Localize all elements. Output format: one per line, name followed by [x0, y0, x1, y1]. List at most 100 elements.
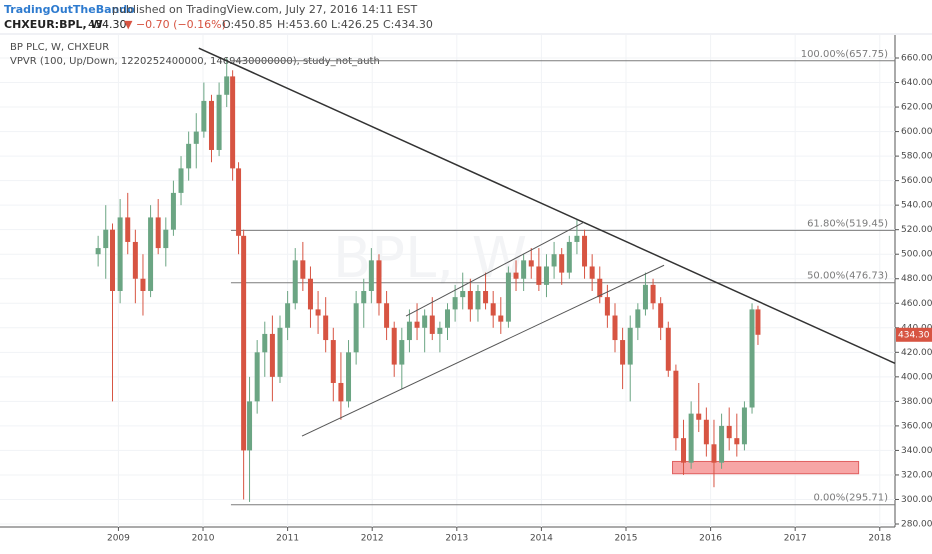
candle-body — [391, 327, 397, 365]
candle-body — [658, 303, 664, 328]
candle-body — [95, 248, 101, 255]
trendline — [301, 264, 665, 437]
y-tick-label: 540.00 — [901, 201, 932, 211]
candle-body — [241, 235, 247, 451]
published: published on TradingView.com, July 27, 2… — [112, 3, 418, 16]
candle-body — [178, 168, 184, 193]
candle-body — [513, 272, 519, 279]
trendline — [405, 221, 584, 317]
candle-body — [361, 291, 367, 304]
last-price-label: 434.30 — [898, 330, 930, 340]
candle-body — [269, 333, 275, 377]
high: H:453.60 — [277, 18, 327, 31]
candle-body — [376, 260, 382, 304]
candle-body — [741, 407, 747, 445]
x-tick-label: 2018 — [868, 534, 891, 544]
candle-body — [406, 321, 412, 341]
candle-body — [620, 340, 626, 365]
candle-body — [201, 100, 207, 132]
candle-body — [566, 241, 572, 273]
close: C:434.30 — [383, 18, 433, 31]
candle-body — [216, 94, 222, 150]
y-tick-label: 560.00 — [901, 176, 932, 186]
candle-body — [612, 315, 618, 341]
candle-body — [755, 309, 761, 335]
candle-body — [703, 419, 709, 445]
candle-body — [536, 266, 542, 285]
y-tick-label: 400.00 — [901, 372, 932, 382]
candle-body — [254, 352, 260, 402]
candle-body — [330, 340, 336, 383]
trendline — [198, 47, 896, 365]
chart-title: BP PLC, W, CHXEUR — [10, 42, 109, 53]
candle-body — [521, 260, 527, 279]
candle-body — [117, 217, 123, 291]
x-tick-label: 2009 — [107, 534, 130, 544]
candle-body — [673, 370, 679, 439]
candle-body — [103, 229, 109, 249]
candle-body — [437, 327, 443, 334]
y-tick-label: 360.00 — [901, 421, 932, 431]
candle-body — [307, 278, 313, 310]
candle-body — [696, 413, 702, 420]
candle-body — [155, 217, 161, 249]
candle-body — [460, 291, 466, 298]
y-tick-label: 460.00 — [901, 299, 932, 309]
candle-body — [193, 131, 199, 144]
candle-body — [353, 303, 359, 353]
y-tick-label: 500.00 — [901, 250, 932, 260]
candle-body — [726, 425, 732, 439]
y-tick-label: 600.00 — [901, 127, 932, 137]
watermark: BPL, W — [333, 226, 527, 291]
candle-body — [467, 291, 473, 310]
candle-body — [582, 235, 588, 267]
candle-body — [285, 303, 291, 328]
fib-label: 0.00%(295.71) — [813, 493, 888, 504]
y-tick-label: 300.00 — [901, 495, 932, 505]
candle-body — [170, 192, 176, 230]
candle-body — [528, 260, 534, 267]
candle-body — [132, 241, 138, 279]
change: ▼ −0.70 (−0.16%) — [124, 18, 226, 31]
y-tick-label: 380.00 — [901, 397, 932, 407]
candle-body — [543, 266, 549, 285]
candle-body — [749, 309, 755, 408]
x-tick-label: 2017 — [784, 534, 807, 544]
candle-body — [414, 321, 420, 328]
y-tick-label: 660.00 — [901, 54, 932, 64]
candle-body — [490, 303, 496, 316]
y-tick-label: 320.00 — [901, 470, 932, 480]
candle-body — [300, 260, 306, 279]
y-tick-label: 280.00 — [901, 520, 932, 530]
candle-body — [224, 76, 230, 95]
candle-body — [734, 438, 740, 445]
open: O:450.85 — [222, 18, 273, 31]
y-tick-label: 420.00 — [901, 348, 932, 358]
fib-label: 50.00%(476.73) — [807, 271, 888, 282]
candle-body — [650, 284, 656, 304]
y-tick-label: 620.00 — [901, 103, 932, 113]
x-tick-label: 2011 — [276, 534, 299, 544]
candle-body — [604, 297, 610, 316]
candle-body — [688, 413, 694, 463]
candle-body — [292, 260, 298, 304]
candle-body — [642, 284, 648, 310]
candle-body — [323, 315, 329, 341]
author[interactable]: TradingOutTheBando — [4, 3, 135, 16]
candle-body — [635, 309, 641, 328]
price: 434.30 — [88, 18, 127, 31]
candle-body — [277, 327, 283, 377]
candle-body — [346, 352, 352, 402]
candle-body — [262, 333, 268, 353]
candle-body — [589, 266, 595, 279]
candle-body — [186, 143, 192, 169]
low: L:426.25 — [331, 18, 379, 31]
candle-body — [452, 297, 458, 310]
candle-body — [399, 340, 405, 365]
y-tick-label: 640.00 — [901, 78, 932, 88]
candle-body — [574, 235, 580, 242]
candle-body — [559, 254, 565, 273]
x-tick-label: 2012 — [361, 534, 384, 544]
candle-body — [627, 327, 633, 365]
